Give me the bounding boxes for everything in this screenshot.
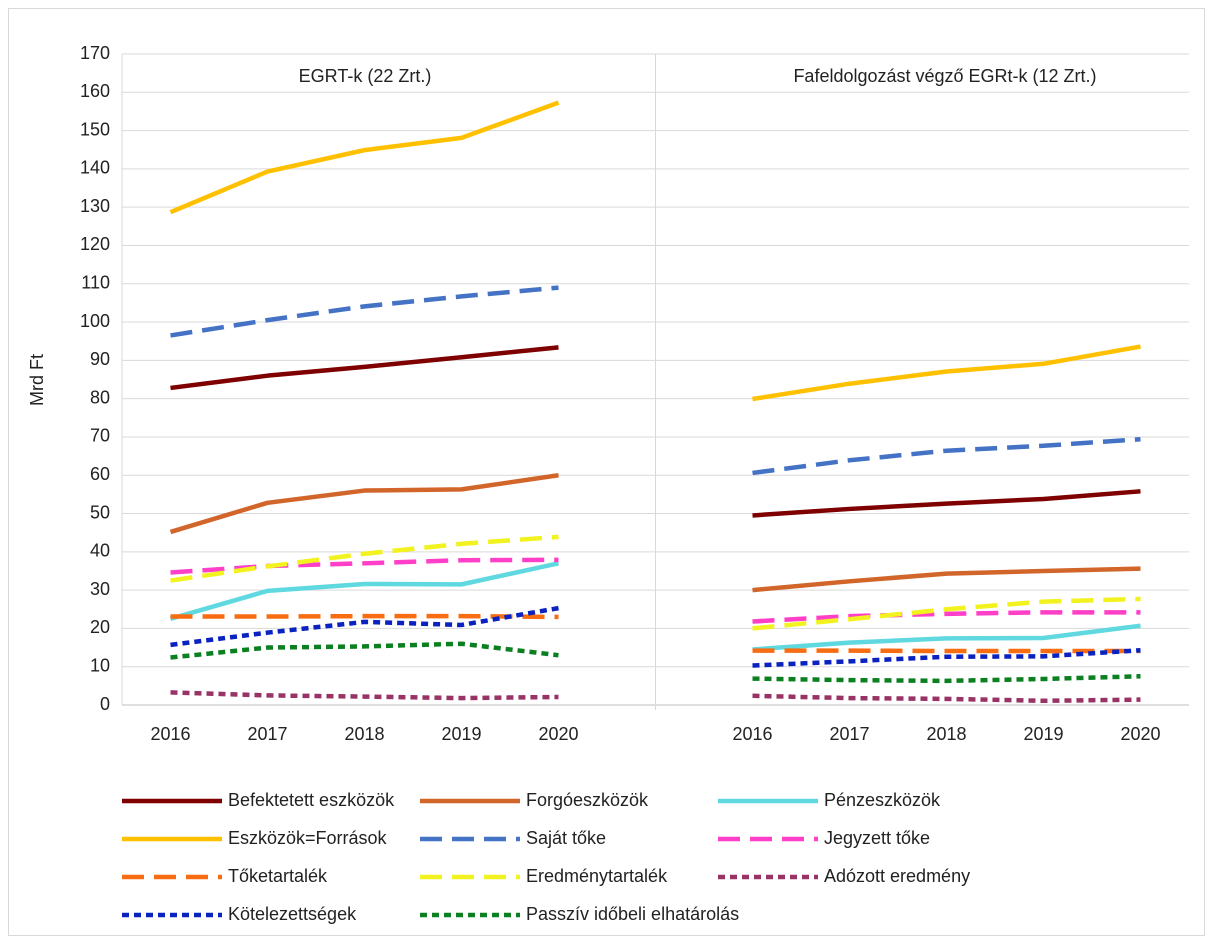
legend-label: Forgóeszközök	[526, 790, 649, 810]
legend-label: Eredménytartalék	[526, 866, 668, 886]
y-tick-label: 30	[90, 579, 110, 599]
y-axis-label: Mrd Ft	[27, 354, 47, 406]
y-tick-label: 80	[90, 387, 110, 407]
y-tick-label: 140	[80, 158, 110, 178]
line-series	[170, 534, 1141, 631]
legend-label: Tőketartalék	[228, 866, 328, 886]
x-tick-label: 2019	[441, 724, 481, 744]
chart-frame	[8, 8, 1205, 936]
y-tick-label: 70	[90, 426, 110, 446]
line-series	[170, 641, 1141, 684]
x-tick-label: 2017	[829, 724, 869, 744]
y-tick-label: 60	[90, 464, 110, 484]
x-tick-label: 2017	[247, 724, 287, 744]
legend-label: Adózott eredmény	[824, 866, 970, 886]
line-series	[170, 690, 1141, 704]
x-tick-label: 2016	[732, 724, 772, 744]
y-tick-label: 90	[90, 349, 110, 369]
line-series	[169, 100, 1141, 402]
legend-label: Befektetett eszközök	[228, 790, 395, 810]
y-tick-label: 160	[80, 81, 110, 101]
line-series	[170, 605, 1141, 668]
line-series	[169, 561, 1141, 652]
x-tick-label: 2020	[538, 724, 578, 744]
y-tick-label: 10	[90, 655, 110, 675]
legend-label: Saját tőke	[526, 828, 606, 848]
line-series	[170, 613, 1141, 654]
y-tick-label: 50	[90, 502, 110, 522]
y-tick-label: 120	[80, 234, 110, 254]
line-series	[170, 345, 1141, 518]
line-series	[170, 285, 1141, 476]
y-tick-label: 130	[80, 196, 110, 216]
legend-label: Jegyzett tőke	[824, 828, 930, 848]
x-tick-label: 2018	[344, 724, 384, 744]
y-tick-label: 20	[90, 617, 110, 637]
line-series	[170, 557, 1141, 624]
x-tick-label: 2019	[1023, 724, 1063, 744]
legend-label: Eszközök=Források	[228, 828, 388, 848]
legend-label: Pénzeszközök	[824, 790, 941, 810]
panel-title: EGRT-k (22 Zrt.)	[299, 66, 432, 86]
x-tick-label: 2020	[1120, 724, 1160, 744]
y-tick-label: 170	[80, 43, 110, 63]
legend-label: Passzív időbeli elhatárolás	[526, 904, 739, 924]
line-series	[169, 473, 1141, 593]
legend-label: Kötelezettségek	[228, 904, 357, 924]
x-tick-label: 2016	[150, 724, 190, 744]
y-tick-label: 0	[100, 694, 110, 714]
panel-title: Fafeldolgozást végző EGRt-k (12 Zrt.)	[793, 66, 1096, 86]
y-tick-label: 110	[81, 273, 110, 293]
y-tick-label: 150	[80, 119, 110, 139]
x-tick-label: 2018	[926, 724, 966, 744]
y-tick-label: 100	[80, 311, 110, 331]
y-tick-label: 40	[90, 541, 110, 561]
